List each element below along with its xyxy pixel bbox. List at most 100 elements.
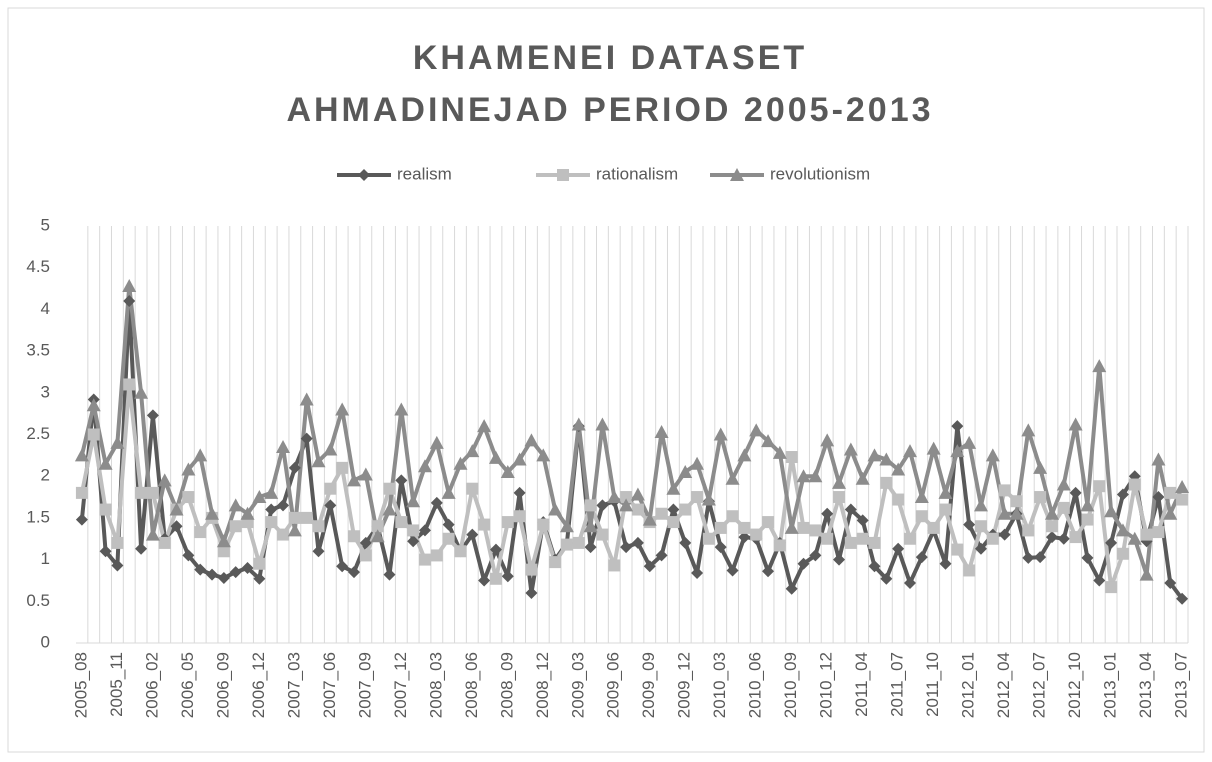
data-point	[512, 452, 527, 466]
data-point	[240, 506, 255, 520]
data-point	[904, 532, 916, 545]
x-tick-label: 2012_10	[1065, 652, 1084, 718]
data-point	[513, 510, 526, 523]
data-point	[1022, 524, 1035, 537]
data-point	[277, 528, 290, 541]
data-point	[998, 528, 1011, 541]
x-tick-label: 2007_06	[320, 652, 339, 718]
data-point	[1164, 486, 1177, 499]
data-point	[1034, 491, 1047, 504]
data-point	[572, 536, 585, 549]
data-point	[856, 514, 869, 527]
data-point	[359, 549, 372, 562]
data-point	[466, 528, 479, 541]
data-point	[833, 491, 846, 504]
data-point	[311, 454, 326, 468]
data-point	[868, 536, 881, 549]
data-point	[194, 526, 207, 539]
data-point	[892, 493, 905, 506]
data-point	[430, 549, 443, 562]
y-tick-label: 3	[41, 382, 50, 401]
data-point	[229, 566, 242, 579]
data-point	[726, 564, 739, 577]
x-tick-label: 2012_07	[1030, 652, 1049, 718]
x-tick-label: 2013_07	[1172, 652, 1191, 718]
x-tick-label: 2011_04	[852, 652, 871, 717]
y-tick-label: 1.5	[26, 507, 50, 526]
data-point	[75, 486, 88, 499]
data-point	[466, 482, 479, 495]
data-point	[312, 520, 325, 533]
data-point	[654, 424, 669, 438]
data-point	[123, 295, 136, 308]
data-point	[123, 378, 136, 391]
data-point	[737, 448, 752, 462]
x-tick-label: 2012_04	[994, 652, 1013, 718]
x-tick-label: 2008_03	[426, 652, 445, 718]
data-point	[217, 571, 230, 584]
x-tick-label: 2009_09	[639, 652, 658, 718]
data-point	[217, 545, 230, 558]
data-point	[630, 487, 645, 501]
data-point	[135, 486, 148, 499]
data-point	[500, 465, 515, 479]
x-tick-label: 2005_11	[107, 652, 126, 717]
data-point	[287, 523, 302, 537]
data-point	[583, 519, 598, 533]
data-point	[181, 462, 196, 476]
data-point	[478, 518, 491, 531]
data-point	[134, 385, 149, 399]
data-point	[300, 511, 313, 524]
data-point	[288, 461, 301, 474]
data-point	[608, 559, 621, 572]
data-point	[229, 520, 242, 533]
y-tick-label: 4.5	[26, 257, 50, 276]
data-point	[631, 536, 644, 549]
data-point	[843, 442, 858, 456]
data-point	[619, 498, 634, 512]
data-point	[454, 545, 467, 558]
data-point	[926, 441, 941, 455]
data-point	[939, 503, 952, 516]
data-point	[429, 435, 444, 449]
data-point	[951, 420, 964, 433]
data-point	[193, 448, 208, 462]
data-point	[146, 486, 159, 499]
data-point	[914, 490, 929, 504]
data-point	[537, 518, 550, 531]
data-point	[1056, 477, 1071, 491]
legend-marker	[730, 168, 744, 181]
data-point	[595, 417, 610, 431]
data-point	[1033, 460, 1048, 474]
data-point	[182, 491, 195, 504]
data-point	[418, 524, 431, 537]
data-point	[194, 563, 207, 576]
legend-marker	[557, 169, 569, 181]
data-point	[560, 538, 573, 551]
data-point	[655, 507, 668, 520]
x-tick-label: 2013_04	[1136, 652, 1155, 718]
data-point	[135, 542, 148, 555]
x-tick-label: 2006_09	[213, 652, 232, 718]
data-point	[395, 516, 408, 529]
data-point	[1057, 532, 1070, 545]
data-point	[891, 462, 906, 476]
data-point	[974, 542, 987, 555]
data-point	[323, 442, 338, 456]
data-point	[667, 516, 680, 529]
x-tick-label: 2007_03	[284, 652, 303, 718]
data-point	[762, 516, 775, 529]
data-point	[1093, 480, 1106, 493]
data-point	[701, 492, 716, 506]
data-point	[963, 564, 976, 577]
data-point	[915, 510, 928, 523]
x-tick-label: 2006_02	[142, 652, 161, 718]
data-point	[336, 560, 349, 573]
data-point	[157, 473, 172, 487]
data-point	[110, 435, 125, 449]
data-point	[761, 434, 776, 448]
data-point	[253, 572, 266, 585]
data-point	[288, 511, 301, 524]
data-point	[571, 417, 586, 431]
data-point	[1045, 520, 1058, 533]
